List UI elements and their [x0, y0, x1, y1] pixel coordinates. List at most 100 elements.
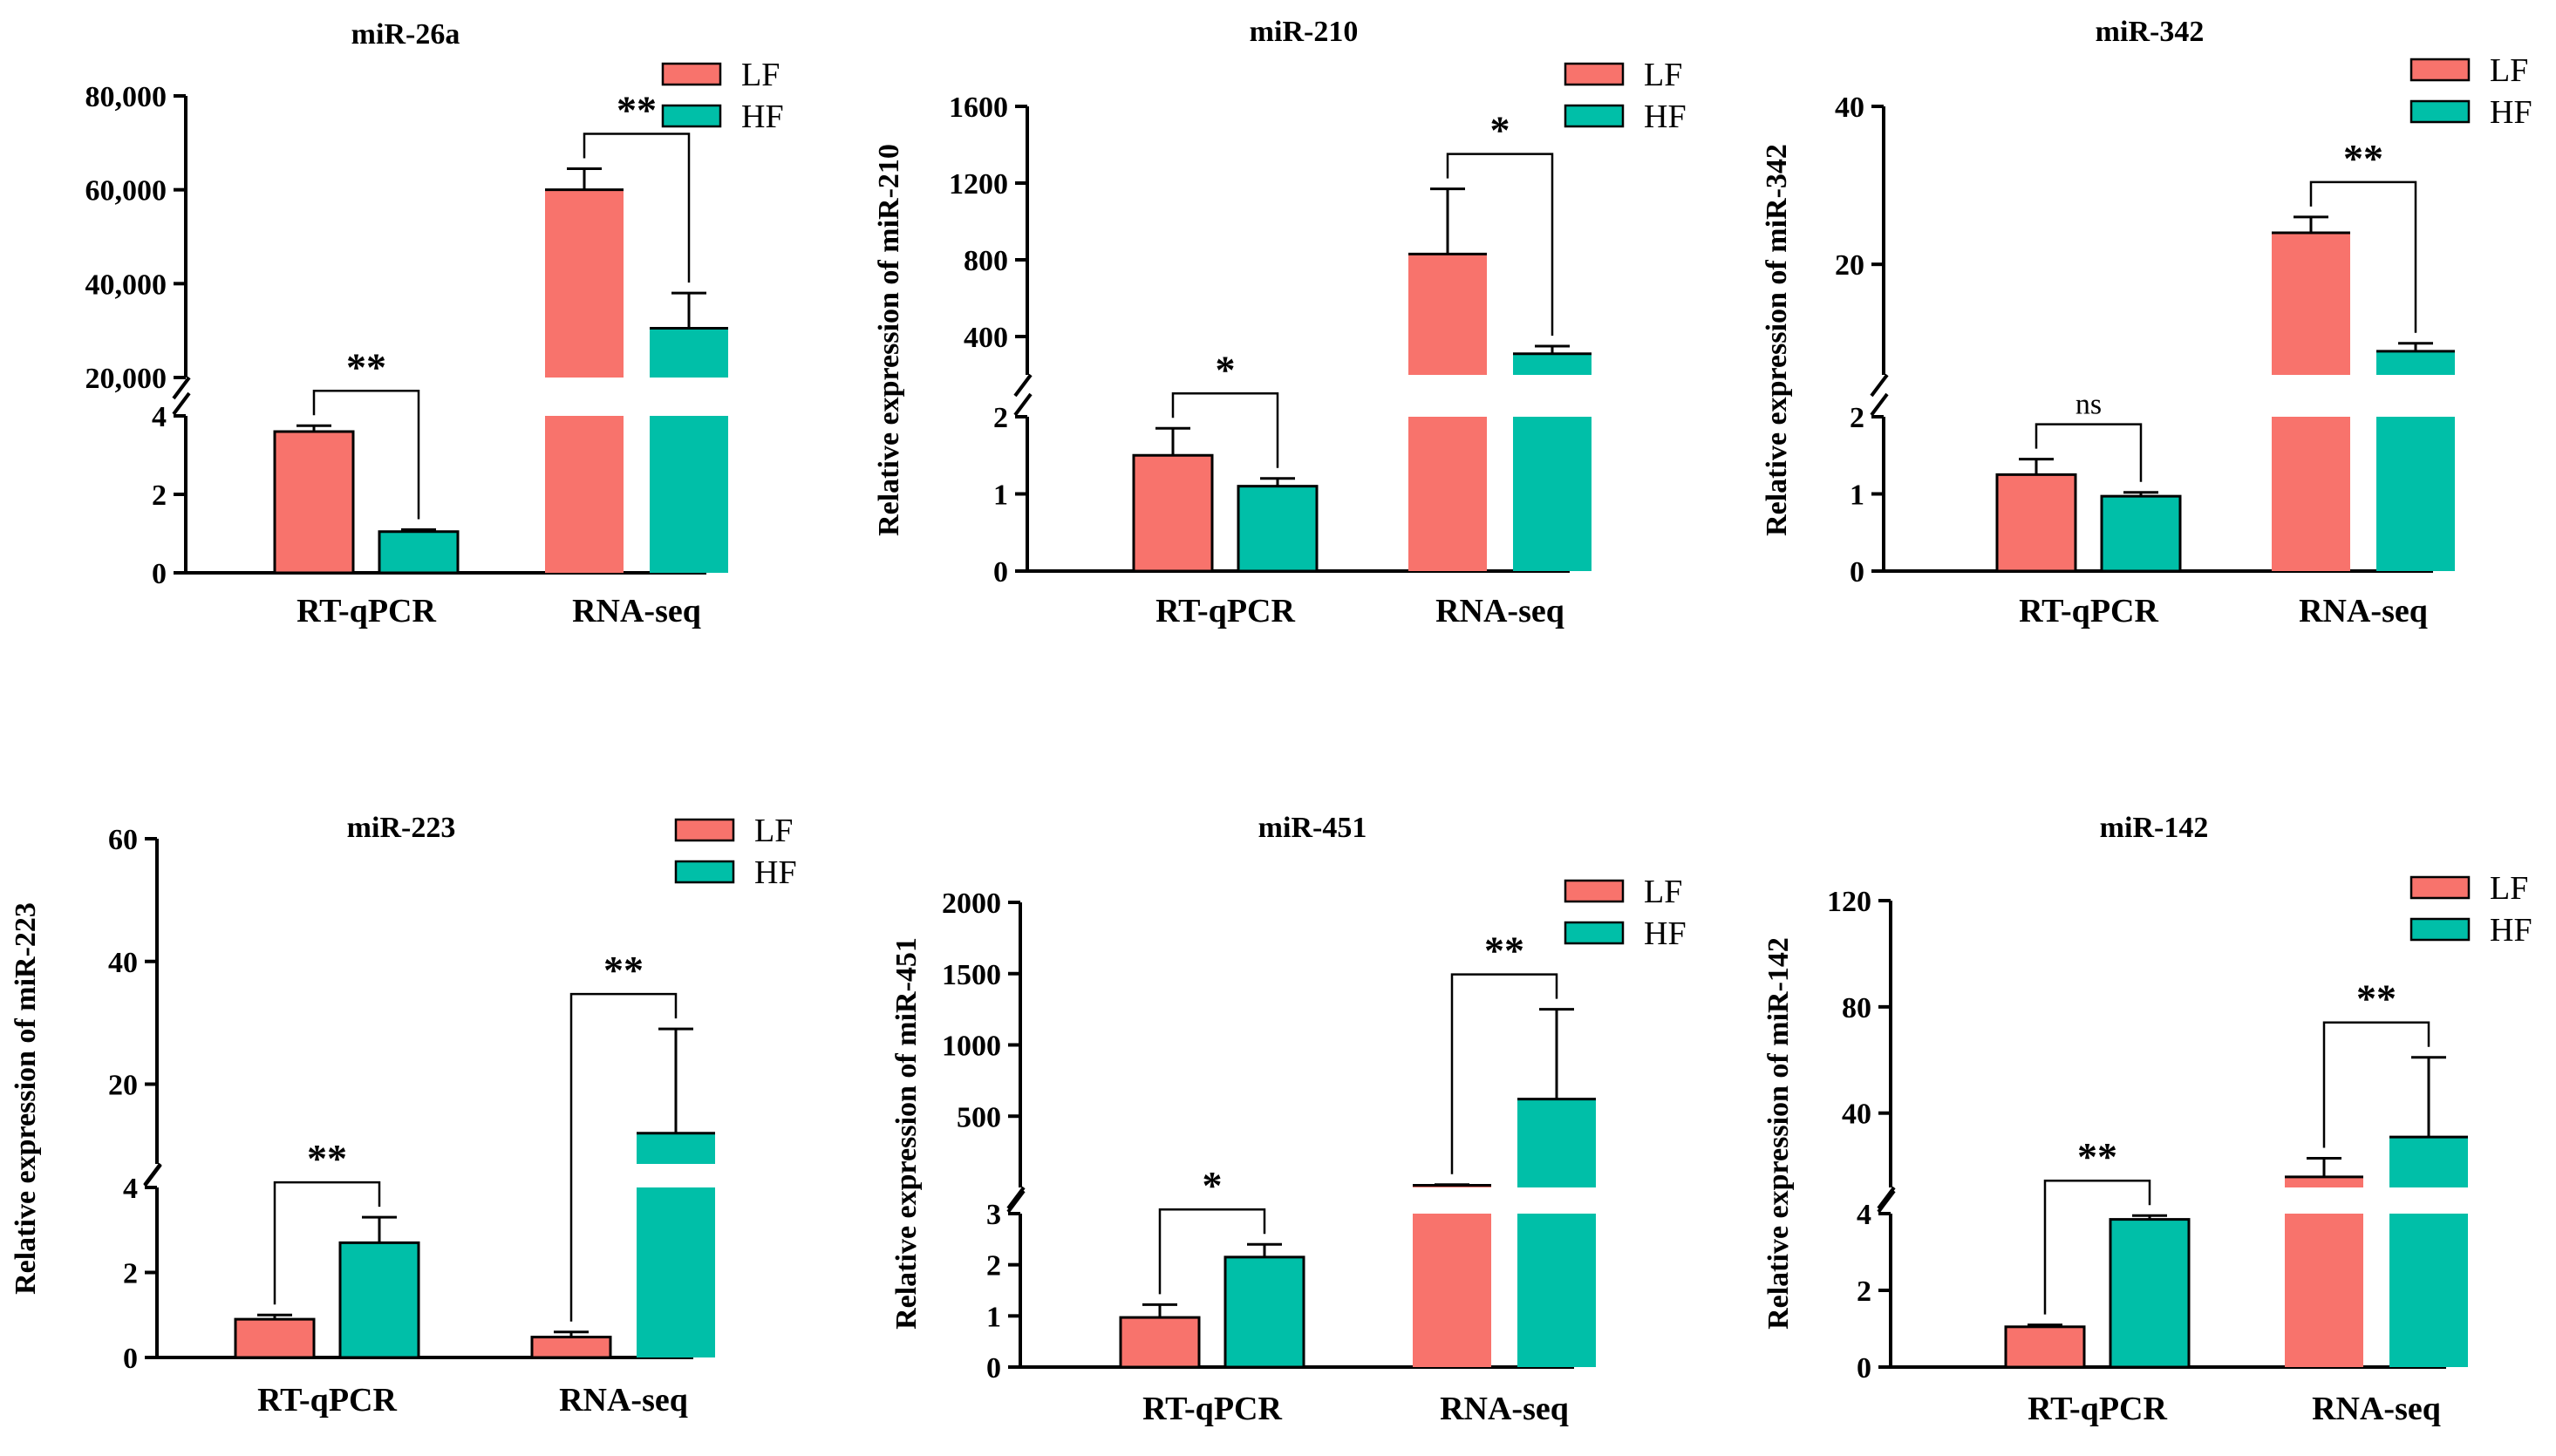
panel-4-axis-break-mark: [143, 1162, 162, 1187]
panel-6-y-tick-label: 0: [1857, 1352, 1871, 1385]
panel-6-bar-rna-seq-hf-upper: [2389, 1137, 2468, 1187]
panel-3-significance-label: ns: [2075, 389, 2102, 421]
panel-2-bar-rna-seq-lf-upper: [1408, 254, 1487, 375]
panel-2-axis-break-mark: [1013, 373, 1033, 398]
panel-1-y-tick-label: 80,000: [85, 81, 167, 113]
panel-6-axis-break-mark: [1877, 1189, 1896, 1214]
panel-4-y-axis-label: Relative expression of miR-223: [10, 902, 42, 1295]
panel-2-y-axis-label: Relative expression of miR-210: [873, 144, 905, 536]
panel-2-y-tick-label: 800: [964, 245, 1008, 277]
panel-6-bar-rna-seq-hf-lower: [2389, 1214, 2468, 1367]
panel-2-y-tick-label: 2: [993, 402, 1008, 434]
panel-1-axis-break-mark: [172, 376, 191, 400]
panel-5-x-category-label: RT-qPCR: [1142, 1391, 1282, 1427]
panel-4-y-tick-label: 60: [108, 824, 138, 856]
panel-3-legend-label-lf: LF: [2490, 52, 2528, 89]
panel-5-legend-label-hf: HF: [1644, 915, 1687, 952]
panel-3-axis-break-mark: [1870, 373, 1889, 398]
panel-6-title: miR-142: [2100, 812, 2209, 844]
panel-2-x-category-label: RNA-seq: [1435, 593, 1564, 629]
panel-2-y-tick-label: 1200: [949, 168, 1008, 201]
panel-3-legend-label-hf: HF: [2490, 94, 2532, 131]
panel-1-legend-swatch-lf: [661, 62, 722, 86]
panel-6-y-tick-label: 2: [1857, 1276, 1871, 1308]
panel-3-x-category-label: RT-qPCR: [2019, 593, 2158, 629]
panel-4-significance-bracket: [569, 992, 678, 1322]
panel-5-bar-rna-seq-lf-lower: [1413, 1214, 1491, 1367]
panel-1-legend-label-hf: HF: [741, 99, 784, 135]
panel-2-significance-label: *: [1216, 347, 1236, 391]
panel-6-x-category-label: RT-qPCR: [2028, 1391, 2167, 1427]
panel-6-axis-break-mark: [1877, 1186, 1896, 1210]
panel-3-y-tick-label: 20: [1835, 249, 1864, 282]
panel-4-bar-rna-seq-lf: [530, 1336, 612, 1359]
panel-5-y-tick-label: 2: [986, 1250, 1001, 1283]
panel-6-y-tick-label: 40: [1842, 1099, 1871, 1131]
panel-6-significance-bracket: [2322, 1021, 2430, 1148]
panel-3-significance-bracket: [2035, 423, 2143, 482]
panel-2-legend-label-hf: HF: [1644, 99, 1687, 135]
panel-5-bar-rna-seq-hf-upper: [1517, 1099, 1596, 1187]
panel-5-legend-swatch-hf: [1564, 921, 1625, 945]
panel-3-significance-label: **: [2343, 136, 2383, 180]
panel-2-y-tick-label: 1: [993, 480, 1008, 512]
panel-6-significance-label: **: [2077, 1134, 2117, 1179]
panel-1-y-tick-label: 40,000: [85, 269, 167, 301]
panel-1-y-tick-label: 2: [152, 480, 167, 512]
panel-1-significance-label: **: [346, 344, 386, 389]
panel-4-y-tick-label: 2: [123, 1258, 138, 1290]
panel-1-significance-bracket: [312, 390, 420, 520]
panel-5-y-tick-label: 2000: [942, 888, 1001, 920]
panel-4-bar-rna-seq-hf-lower: [637, 1187, 715, 1357]
panel-3-y-tick-label: 1: [1850, 480, 1864, 512]
panel-5-bar-rna-seq-hf-lower: [1517, 1214, 1596, 1367]
panel-5-axis-break-mark: [1006, 1186, 1026, 1210]
panel-4-legend-swatch-hf: [674, 860, 735, 884]
panel-1-x-category-label: RT-qPCR: [296, 593, 436, 629]
panel-1-bar-rt-qpcr-hf: [378, 530, 460, 575]
panel-6-legend-label-hf: HF: [2490, 912, 2532, 949]
panel-2-axis-break-mark: [1013, 392, 1033, 417]
panel-3-y-tick-label: 2: [1850, 402, 1864, 434]
panel-2-legend-swatch-lf: [1564, 62, 1625, 86]
panel-5-title: miR-451: [1258, 812, 1367, 844]
panel-6-x-category-label: RNA-seq: [2312, 1391, 2441, 1427]
panel-6-legend-label-lf: LF: [2490, 870, 2528, 907]
panel-4-legend-label-hf: HF: [754, 854, 797, 891]
panel-1-legend-swatch-hf: [661, 104, 722, 128]
panel-1-y-tick-label: 60,000: [85, 175, 167, 208]
panel-5-x-category-label: RNA-seq: [1440, 1391, 1569, 1427]
panel-6-y-tick-label: 4: [1857, 1199, 1871, 1231]
panel-6-bar-rt-qpcr-hf: [2109, 1218, 2191, 1369]
panel-4-bar-rt-qpcr-lf: [234, 1317, 316, 1359]
panel-1-y-tick-label: 0: [152, 558, 167, 590]
panel-4-x-category-label: RT-qPCR: [257, 1382, 397, 1419]
panel-1-bar-rna-seq-hf-lower: [650, 416, 728, 573]
panel-4-title: miR-223: [347, 812, 456, 844]
panel-1-significance-label: **: [617, 87, 657, 132]
panel-6-significance-label: **: [2356, 976, 2396, 1021]
panel-5-significance-label: *: [1203, 1163, 1223, 1208]
panel-1-bar-rna-seq-hf-upper: [650, 328, 728, 378]
panel-1-y-tick-label: 20,000: [85, 363, 167, 395]
panel-4-y-tick-label: 40: [108, 947, 138, 979]
panel-5-significance-label: **: [1484, 929, 1524, 973]
panel-1-legend-label-lf: LF: [741, 57, 780, 93]
panel-3-legend-swatch-hf: [2409, 99, 2471, 124]
panel-5-legend-swatch-lf: [1564, 879, 1625, 903]
panel-2-legend-label-lf: LF: [1644, 57, 1682, 93]
panel-5-significance-bracket: [1450, 973, 1558, 1174]
panel-3-significance-bracket: [2309, 180, 2417, 333]
panel-1-y-tick-label: 4: [152, 401, 167, 433]
panel-3-title: miR-342: [2096, 16, 2205, 48]
panel-3-axis-break-mark: [1870, 392, 1889, 417]
panel-3-bar-rna-seq-lf-upper: [2272, 232, 2350, 375]
panel-2-significance-label: *: [1490, 108, 1510, 153]
panel-2-y-tick-label: 0: [993, 556, 1008, 589]
panel-1-bar-rna-seq-lf-upper: [545, 189, 624, 378]
panel-6-y-tick-label: 120: [1827, 886, 1871, 918]
panel-3-y-tick-label: 40: [1835, 92, 1864, 124]
panel-6-bar-rna-seq-lf-upper: [2285, 1176, 2363, 1187]
panel-5-y-tick-label: 500: [957, 1101, 1001, 1133]
